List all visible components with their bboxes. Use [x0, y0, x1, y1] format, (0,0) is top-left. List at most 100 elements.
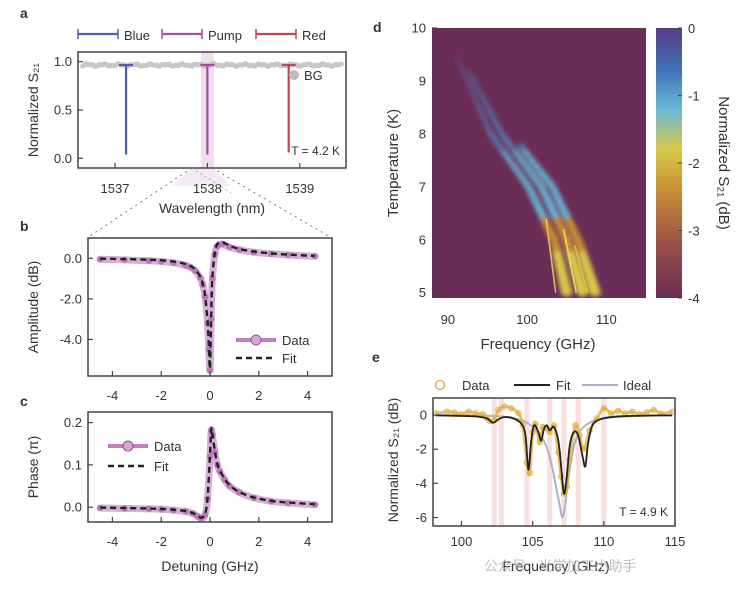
data-point-c: [145, 505, 153, 513]
plot-area-b: [96, 240, 319, 375]
x-ticks-e: 100 105 110 115: [451, 521, 686, 549]
panel-e: e Data Fit Ideal 0 -2 -4 -6 100 105 110 115 T …: [372, 349, 685, 574]
panel-label-c: c: [20, 393, 28, 409]
c-x-tick-label-0: -4: [107, 534, 119, 549]
d-y-tick-label-3: 8: [419, 126, 426, 141]
highlight-band-4: [561, 398, 567, 526]
data-point-b: [209, 275, 216, 282]
highlight-band-0: [491, 398, 497, 526]
highlight-band-5: [575, 398, 581, 526]
data-point-e: [451, 409, 458, 416]
data-point-e: [643, 409, 650, 416]
colorbar: [656, 28, 682, 298]
y-axis-label-e: Normalized S₂₁ (dB): [385, 398, 401, 523]
series-fit-e: [435, 414, 673, 495]
annotation-temp-a: T = 4.2 K: [291, 144, 340, 158]
axes-frame-e: [432, 397, 676, 527]
c-x-tick-label-3: 2: [255, 534, 262, 549]
data-point-e: [508, 405, 515, 412]
heatmap-resonance-branches: [455, 53, 601, 297]
e-x-tick-label-3: 115: [665, 534, 686, 549]
data-point-e: [526, 469, 533, 477]
y-ticks-e: 0 -2 -4 -6: [415, 408, 438, 525]
a-y-tick-label-2: 1.0: [54, 54, 72, 69]
data-point-e: [572, 422, 579, 429]
e-x-tick-label-0: 100: [451, 534, 473, 549]
series-fit-b: [100, 240, 315, 370]
heatmap-glow-layer: [455, 53, 601, 297]
data-point-e: [669, 408, 675, 415]
y-axis-label-c: Phase (π): [25, 436, 41, 499]
y-ticks-b: 0.0 -2.0 -4.0: [60, 251, 93, 347]
y-ticks-c: 0.0 0.1 0.2: [64, 415, 93, 515]
heatmap-cell-branch-1: [467, 68, 472, 78]
b-x-tick-label-4: 4: [304, 388, 311, 403]
panel-c: c 0.0 0.1 0.2 -4 -2 0 2 4 Data Fit Phase (π) D…: [20, 393, 333, 574]
heatmap-streak-2: [573, 244, 589, 293]
data-point-e: [479, 411, 486, 418]
b-y-tick-label-0: 0.0: [64, 251, 82, 266]
plot-area-e: [433, 403, 675, 519]
e-y-tick-label-0: 0: [420, 408, 427, 423]
heatmap-cell-branch-2: [517, 142, 524, 151]
heatmap-cell-branch-0: [455, 53, 460, 62]
a-x-tick-label-1: 1538: [193, 181, 222, 196]
e-y-tick-label-2: -4: [415, 476, 427, 491]
d-y-tick-label-5: 10: [412, 21, 426, 36]
b-y-tick-label-2: -4.0: [60, 332, 82, 347]
highlight-band-6: [601, 398, 607, 526]
c-y-tick-label-0: 0.0: [64, 500, 82, 515]
panel-label-e: e: [372, 349, 380, 365]
data-point-e: [495, 406, 502, 414]
a-x-tick-label-0: 1537: [101, 181, 130, 196]
legend-label-data-b: Data: [282, 333, 310, 348]
d-x-tick-label-2: 110: [596, 312, 617, 327]
legend-c: Data Fit: [108, 439, 182, 474]
data-point-e: [650, 406, 657, 414]
legend-e: Data Fit Ideal: [434, 378, 651, 393]
legend-label-red: Red: [302, 28, 326, 43]
panel-label-b: b: [20, 218, 29, 234]
legend-label-fit-b: Fit: [282, 351, 297, 366]
colorbar-tick-label-0: 0: [688, 21, 695, 36]
colorbar-label: Normalized S₂₁ (dB): [715, 96, 732, 229]
b-x-tick-label-0: -4: [107, 388, 119, 403]
legend-label-data-e: Data: [462, 378, 490, 393]
annotation-temp-e: T = 4.9 K: [619, 505, 668, 519]
c-x-tick-label-2: 0: [206, 534, 213, 549]
heatmap-streak-1: [562, 229, 578, 293]
data-point-e: [515, 410, 522, 417]
legend-b: Data Fit: [236, 333, 310, 366]
legend-label-bg: BG: [304, 68, 323, 83]
a-y-tick-label-1: 0.5: [54, 103, 72, 118]
data-point-b: [208, 315, 215, 323]
colorbar-tick-label-4: -4: [688, 291, 700, 306]
data-point-b: [205, 346, 212, 353]
b-y-tick-label-1: -2.0: [60, 291, 82, 306]
legend-label-fit-c: Fit: [154, 459, 169, 474]
y-axis-label-d: Temperature (K): [385, 109, 402, 217]
x-ticks-d: 90 100 110: [441, 293, 617, 327]
c-x-tick-label-1: -2: [155, 534, 167, 549]
data-point-e: [501, 403, 508, 410]
panel-label-d: d: [373, 19, 382, 35]
watermark: 公众号 · 光学加工小助手: [484, 558, 636, 574]
legend-label-blue: Blue: [124, 28, 150, 43]
series-fit-c: [100, 426, 315, 520]
b-x-tick-label-1: -2: [155, 388, 167, 403]
plot-area-c: [96, 426, 319, 522]
data-point-e: [444, 408, 451, 415]
e-x-tick-label-1: 105: [522, 534, 544, 549]
data-point-b: [201, 293, 209, 301]
legend-label-ideal-e: Ideal: [623, 378, 651, 393]
d-y-tick-label-1: 6: [419, 232, 426, 247]
d-y-tick-label-0: 5: [419, 285, 426, 300]
data-point-b: [226, 243, 233, 251]
e-y-tick-label-3: -6: [415, 510, 427, 525]
b-x-tick-label-2: 0: [206, 388, 213, 403]
panel-a: a Blue Pump Red 0.0 0.5 1.0 1537 1538 1539 B…: [20, 5, 347, 239]
panel-d: d 5 6 7 8 9 10 90 100 110 Temperature (K) Frequ…: [373, 19, 732, 353]
y-axis-label-b: Amplitude (dB): [25, 261, 41, 354]
x-axis-label-d: Frequency (GHz): [480, 336, 595, 353]
